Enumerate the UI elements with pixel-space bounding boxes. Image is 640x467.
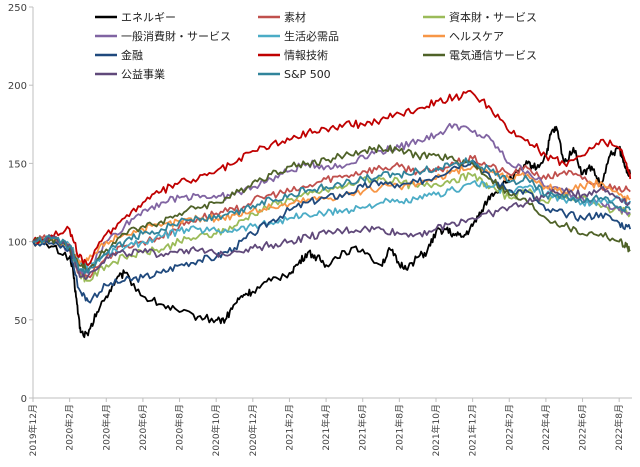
x-tick-label: 2022年8月 — [613, 404, 625, 451]
legend-label: 資本財・サービス — [449, 10, 537, 24]
legend-label: 電気通信サービス — [449, 48, 537, 62]
y-tick-label: 100 — [8, 238, 27, 249]
series-line-9 — [32, 185, 631, 281]
series-line-1 — [32, 154, 631, 280]
legend-label: 一般消費財・サービス — [121, 29, 231, 43]
legend-label: 金融 — [121, 48, 143, 62]
x-tick-label: 2020年12月 — [247, 404, 259, 456]
y-tick-label: 0 — [21, 394, 27, 405]
y-tick-label: 250 — [8, 3, 27, 14]
legend-label: 生活必需品 — [284, 29, 339, 43]
x-tick-label: 2019年12月 — [27, 404, 39, 456]
x-tick-label: 2020年6月 — [137, 404, 149, 451]
legend-label: S&P 500 — [284, 68, 331, 81]
x-tick-label: 2020年2月 — [64, 404, 76, 451]
series-line-3 — [32, 122, 631, 276]
legend-label: 情報技術 — [284, 49, 328, 62]
y-tick-label: 50 — [14, 316, 27, 327]
x-tick-label: 2021年8月 — [393, 404, 405, 451]
legend-label: ヘルスケア — [449, 30, 504, 43]
series-line-0 — [32, 125, 632, 339]
x-tick-label: 2020年4月 — [100, 404, 112, 451]
legend-label: エネルギー — [121, 11, 176, 24]
series-line-8 — [32, 144, 631, 272]
series-line-2 — [32, 171, 632, 283]
x-tick-label: 2021年12月 — [467, 404, 479, 456]
legend-label: 公益事業 — [121, 67, 165, 81]
series-line-7 — [32, 89, 632, 267]
y-tick-label: 200 — [8, 81, 27, 92]
y-tick-label: 150 — [8, 159, 27, 170]
x-tick-label: 2020年10月 — [210, 404, 222, 456]
axes: 0 50 100 150 200 250 2019年12月 2020年2月 2020年4月 202… — [8, 3, 632, 456]
series-line-6 — [32, 159, 632, 304]
x-tick-label: 2021年2月 — [283, 404, 295, 451]
x-tick-label: 2022年6月 — [577, 404, 589, 451]
series-line-10 — [32, 157, 632, 275]
x-tick-label: 2021年10月 — [430, 404, 442, 456]
x-tick-label: 2022年4月 — [540, 404, 552, 451]
series-layer — [32, 89, 632, 339]
x-tick-label: 2020年8月 — [174, 404, 186, 451]
legend-label: 素材 — [284, 10, 306, 24]
x-tick-label: 2021年4月 — [320, 404, 332, 451]
x-tick-label: 2022年2月 — [503, 404, 515, 451]
x-tick-label: 2021年6月 — [357, 404, 369, 451]
